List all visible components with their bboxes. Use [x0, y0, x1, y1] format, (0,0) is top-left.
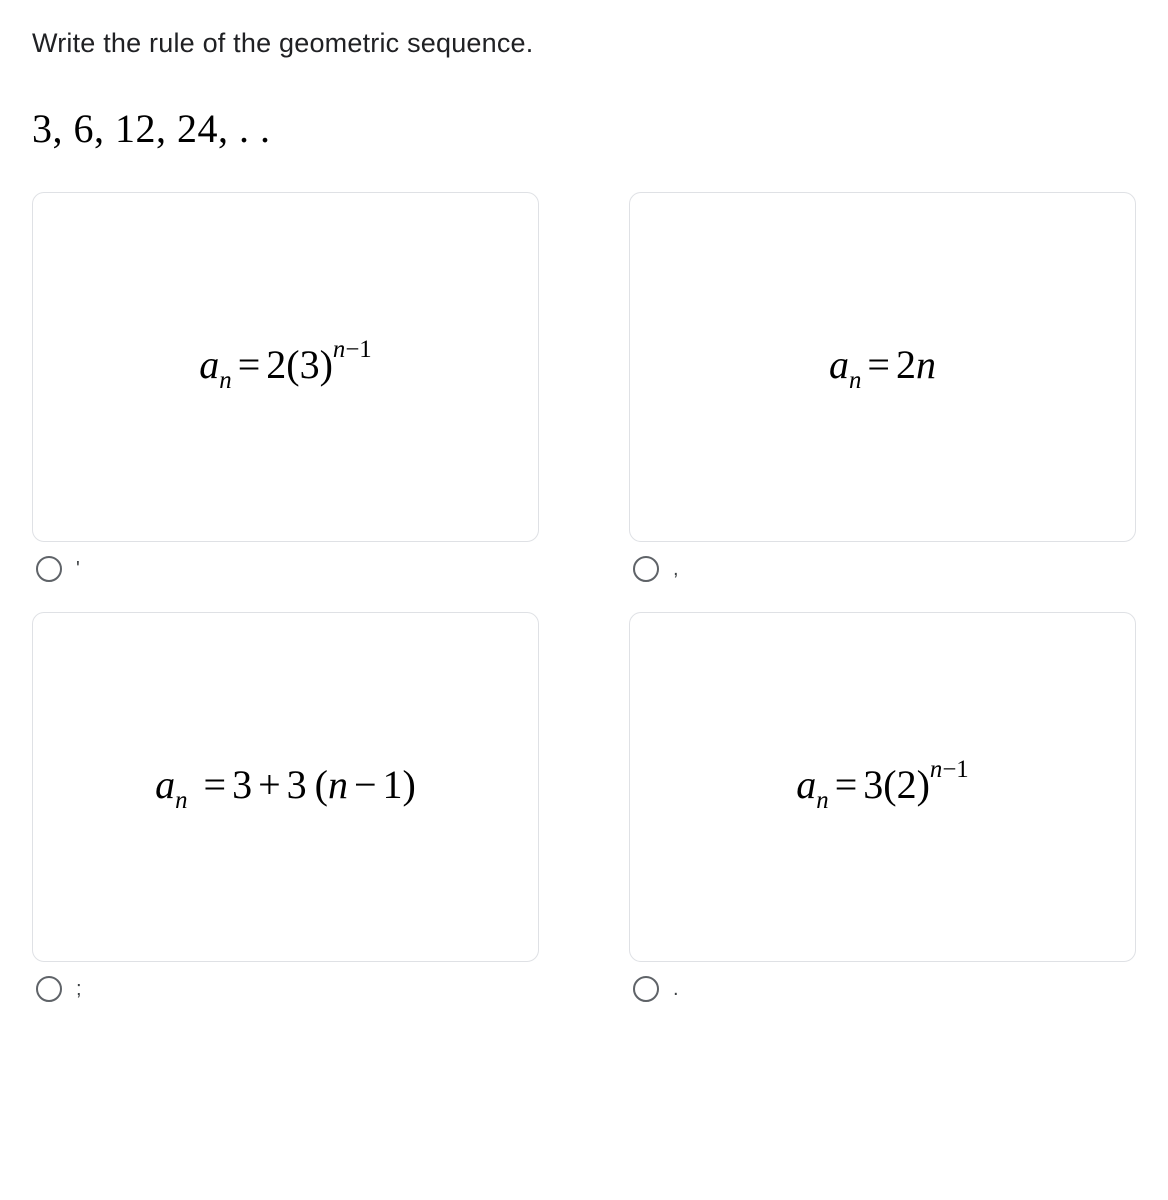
- option-d-radio-label: .: [673, 978, 679, 1001]
- option-a-formula: an=2(3)n−1: [199, 341, 371, 394]
- option-c: an =3+3 (n−1) ;: [32, 612, 539, 1002]
- option-a: an=2(3)n−1 ': [32, 192, 539, 582]
- option-a-card[interactable]: an=2(3)n−1: [32, 192, 539, 542]
- question-text: Write the rule of the geometric sequence…: [32, 28, 1136, 59]
- option-b-radio-label: ,: [673, 558, 679, 581]
- option-c-radio[interactable]: [36, 976, 62, 1002]
- option-b-formula: an=2n: [829, 341, 936, 394]
- option-b-card[interactable]: an=2n: [629, 192, 1136, 542]
- option-b-radio-row: ,: [629, 542, 1136, 582]
- option-d-formula: an=3(2)n−1: [796, 761, 968, 814]
- option-a-radio[interactable]: [36, 556, 62, 582]
- sequence-text: 3, 6, 12, 24, . .: [32, 105, 1136, 152]
- option-c-card[interactable]: an =3+3 (n−1): [32, 612, 539, 962]
- option-c-formula: an =3+3 (n−1): [155, 761, 416, 814]
- option-b-radio[interactable]: [633, 556, 659, 582]
- option-c-radio-row: ;: [32, 962, 539, 1002]
- option-a-radio-label: ': [76, 558, 80, 581]
- option-c-radio-label: ;: [76, 978, 82, 1001]
- option-d-radio-row: .: [629, 962, 1136, 1002]
- option-b: an=2n ,: [629, 192, 1136, 582]
- option-d-card[interactable]: an=3(2)n−1: [629, 612, 1136, 962]
- option-d: an=3(2)n−1 .: [629, 612, 1136, 1002]
- options-grid: an=2(3)n−1 ' an=2n , an =3+3 (n−1) ;: [32, 192, 1136, 1002]
- option-a-radio-row: ': [32, 542, 539, 582]
- option-d-radio[interactable]: [633, 976, 659, 1002]
